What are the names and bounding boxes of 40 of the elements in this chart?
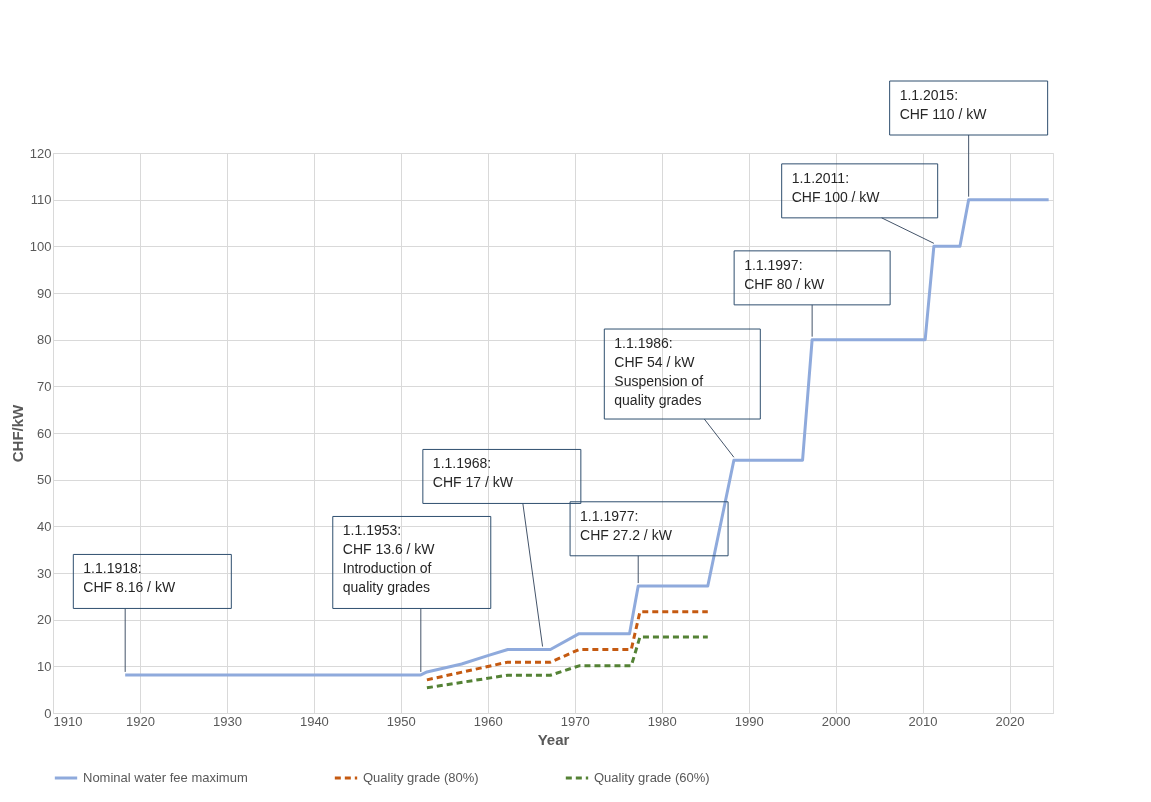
- legend-label: Quality grade (80%): [363, 770, 479, 785]
- x-tick-label: 1970: [560, 713, 590, 729]
- x-tick-label: 1910: [53, 713, 83, 729]
- x-tick-label: 1930: [212, 713, 242, 729]
- y-tick-label: 30: [37, 565, 52, 581]
- annotation: 1.1.1968: CHF 17 / kW: [432, 455, 514, 491]
- legend-label: Quality grade (60%): [594, 770, 710, 785]
- y-tick-label: 100: [29, 238, 52, 254]
- x-tick-label: 2000: [821, 713, 851, 729]
- x-tick-label: 1920: [126, 713, 155, 729]
- x-tick-label: 2010: [908, 713, 938, 729]
- annotation: 1.1.1977: CHF 27.2 / kW: [580, 507, 673, 543]
- y-tick-label: 0: [44, 705, 52, 721]
- y-tick-label: 90: [37, 285, 52, 301]
- y-tick-label: 60: [37, 425, 52, 441]
- y-tick-label: 110: [30, 192, 52, 208]
- annotation: 1.1.1918: CHF 8.16 / kW: [83, 560, 176, 596]
- y-tick-label: 50: [37, 472, 52, 488]
- x-tick-label: 1950: [386, 713, 416, 729]
- y-axis-title: CHF/kW: [8, 403, 26, 463]
- y-tick-label: 70: [37, 378, 52, 394]
- legend-label: Nominal water fee maximum: [83, 770, 248, 785]
- x-tick-label: 1980: [647, 713, 677, 729]
- y-tick-label: 20: [37, 612, 52, 628]
- x-tick-label: 1960: [473, 713, 503, 729]
- y-tick-label: 40: [37, 518, 52, 534]
- x-tick-label: 2020: [995, 713, 1025, 729]
- y-tick-label: 120: [29, 145, 52, 161]
- x-axis-title: Year: [537, 730, 570, 748]
- annotation: 1.1.2011: CHF 100 / kW: [791, 169, 881, 205]
- line-series: [425, 610, 710, 682]
- annotation: 1.1.1953: CHF 13.6 / kW Introduction of quality grades: [342, 522, 436, 596]
- annotation: 1.1.1997: CHF 80 / kW: [744, 256, 826, 292]
- annotation: 1.1.2015: CHF 110 / kW: [899, 87, 988, 123]
- x-tick-label: 1990: [734, 713, 764, 729]
- x-tick-label: 1940: [299, 713, 329, 729]
- y-tick-label: 80: [37, 332, 52, 348]
- line-series: [425, 635, 710, 690]
- y-tick-label: 10: [37, 658, 52, 674]
- annotation: 1.1.1986: CHF 54 / kW Suspension of quality grades: [614, 335, 704, 409]
